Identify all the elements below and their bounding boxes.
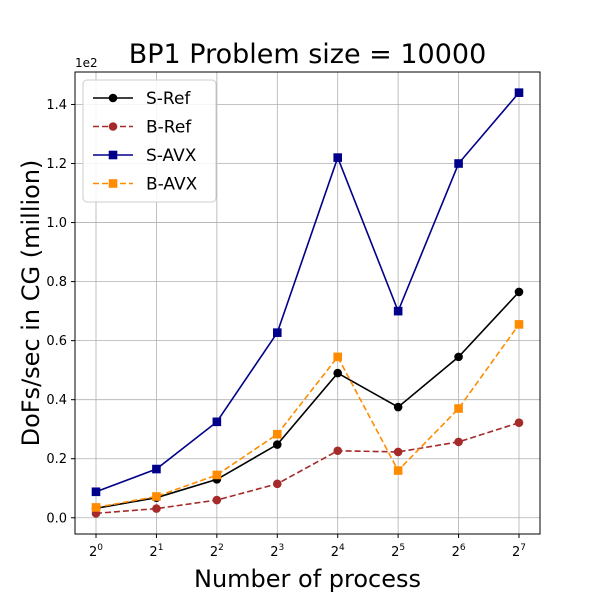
- y-tick-label: 0.4: [46, 393, 67, 408]
- legend: S-Ref B-Ref S-AVX B-AVX: [82, 79, 217, 203]
- legend-item: S-AVX: [93, 146, 197, 166]
- legend-label: S-AVX: [146, 146, 197, 166]
- legend-marker: [108, 122, 118, 131]
- data-point: [212, 417, 222, 427]
- x-tick-label: 27: [512, 543, 526, 560]
- x-tick-label: 24: [331, 543, 345, 560]
- plot-frame: [74, 71, 541, 535]
- series-s-avx: [91, 88, 524, 497]
- series-line: [95, 291, 520, 510]
- data-point: [393, 402, 403, 412]
- y-tick-label: 1.2: [46, 157, 67, 172]
- data-point: [152, 492, 161, 501]
- data-point: [514, 418, 524, 428]
- y-axis-label: DoFs/sec in CG (million): [17, 160, 45, 447]
- x-tick-base: 2: [391, 545, 399, 560]
- data-point: [454, 404, 463, 413]
- data-point: [91, 503, 101, 512]
- data-point: [454, 159, 463, 168]
- x-tick-exponent: 0: [97, 543, 103, 553]
- grid: [75, 72, 540, 534]
- data-point: [514, 287, 524, 297]
- x-tick-base: 2: [512, 545, 520, 560]
- data-point: [152, 504, 161, 513]
- x-axis-label: Number of process: [194, 565, 421, 593]
- series-line: [95, 323, 520, 509]
- x-tick-base: 2: [210, 545, 218, 560]
- y-tick-label: 0.0: [46, 511, 67, 526]
- x-tick-exponent: 6: [460, 543, 466, 553]
- data-point: [333, 153, 343, 162]
- y-tick-label: 1.0: [46, 216, 67, 231]
- x-tick-exponent: 4: [339, 543, 345, 553]
- data-point: [514, 320, 524, 329]
- x-tick-label: 23: [270, 543, 284, 560]
- data-point: [514, 88, 524, 97]
- data-point: [454, 352, 463, 362]
- data-point: [152, 464, 161, 474]
- data-point: [272, 479, 282, 489]
- x-tick-label: 26: [452, 543, 466, 560]
- data-point: [333, 368, 343, 378]
- legend-label: S-Ref: [146, 89, 191, 109]
- x-tick-base: 2: [149, 545, 157, 560]
- data-point: [212, 470, 222, 480]
- data-point: [272, 328, 282, 337]
- data-point: [393, 306, 403, 316]
- y-tick-label: 0.8: [46, 275, 67, 290]
- legend-item: B-AVX: [93, 175, 198, 195]
- series-line: [95, 92, 520, 493]
- x-tick-exponent: 2: [218, 543, 224, 553]
- legend-box: [82, 79, 217, 203]
- axis-ticks: 0.00.20.40.60.81.01.21.420 21 22 23 24 25 26 27: [46, 98, 526, 560]
- data-point: [91, 487, 101, 497]
- data-point: [333, 446, 343, 456]
- data-point: [393, 447, 403, 457]
- series-line: [95, 421, 520, 515]
- legend-marker: [108, 93, 118, 103]
- x-tick-base: 2: [270, 545, 278, 560]
- x-tick-label: 25: [391, 543, 405, 560]
- legend-marker: [108, 179, 118, 188]
- x-tick-base: 2: [452, 545, 460, 560]
- legend-label: B-AVX: [146, 175, 198, 195]
- series-layer: [91, 88, 524, 518]
- x-tick-label: 21: [149, 543, 163, 560]
- legend-item: S-Ref: [93, 89, 191, 109]
- x-tick-exponent: 5: [399, 543, 405, 553]
- series-b-ref: [91, 418, 524, 518]
- legend-label: B-Ref: [146, 118, 192, 138]
- data-point: [272, 429, 282, 439]
- x-tick-exponent: 3: [279, 543, 285, 553]
- series-b-avx: [91, 320, 524, 512]
- x-tick-base: 2: [89, 545, 97, 560]
- y-tick-label: 0.2: [46, 452, 67, 467]
- x-tick-label: 22: [210, 543, 224, 560]
- x-tick-base: 2: [331, 545, 339, 560]
- data-point: [272, 440, 282, 449]
- chart-title: BP1 Problem size = 10000: [129, 39, 487, 70]
- y-tick-label: 0.6: [46, 334, 67, 349]
- x-tick-exponent: 7: [520, 543, 526, 553]
- legend-marker: [108, 150, 118, 160]
- legend-item: B-Ref: [93, 118, 192, 138]
- data-point: [454, 437, 463, 447]
- data-point: [393, 466, 403, 475]
- data-point: [212, 495, 222, 505]
- data-point: [333, 352, 343, 362]
- x-tick-exponent: 1: [158, 543, 164, 553]
- y-tick-label: 1.4: [46, 98, 67, 113]
- y-axis-offset-text: 1e2: [75, 56, 98, 70]
- x-tick-label: 20: [89, 543, 103, 560]
